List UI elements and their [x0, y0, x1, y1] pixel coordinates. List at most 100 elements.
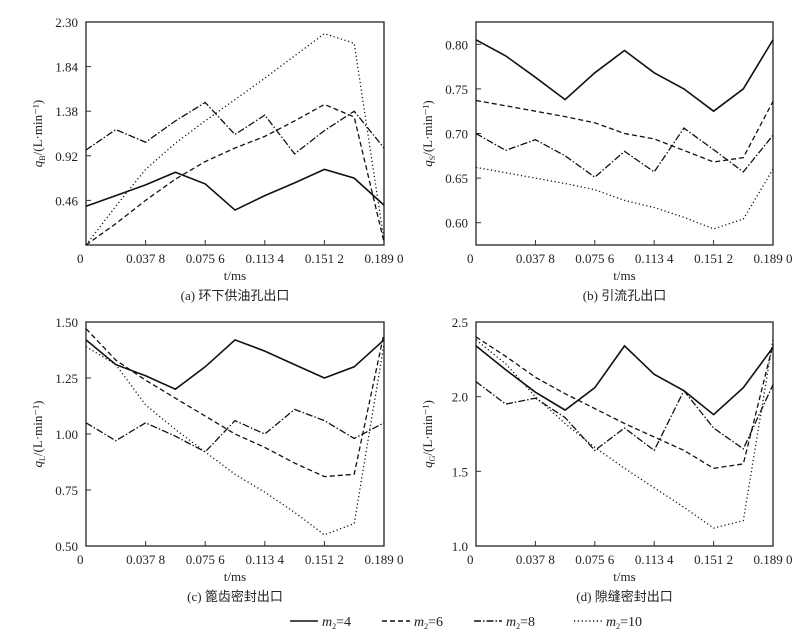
y-label-unit: /(L·min⁻¹) [30, 401, 45, 457]
subplot-caption: (d) 隙缝密封出口 [576, 589, 672, 604]
y-tick-label: 2.30 [55, 15, 78, 30]
x-tick-label: 0.151 2 [305, 552, 344, 567]
x-tick-label: 0.113 4 [246, 251, 285, 266]
x-tick-label: 0.037 8 [516, 251, 555, 266]
series-line-m2-4 [475, 39, 774, 113]
x-tick-label: 0 [467, 251, 474, 266]
y-axis-label: qL/(L·min⁻¹) [30, 401, 47, 468]
y-label-symbol: q [30, 460, 45, 467]
legend-symbol: m [322, 615, 332, 630]
y-tick-label: 1.5 [452, 464, 468, 479]
series-line-m2-8 [475, 127, 774, 179]
x-tick-label: 0 [77, 552, 84, 567]
y-axis-label: qS/(L·min⁻¹) [420, 100, 437, 166]
y-axis-label: qG/(L·min⁻¹) [420, 400, 437, 468]
y-tick-label: 0.92 [55, 149, 78, 164]
legend-value: =6 [428, 615, 443, 630]
x-tick-label: 0.189 0 [754, 552, 793, 567]
x-axis-label: t/ms [613, 569, 635, 584]
x-tick-label: 0.151 2 [694, 552, 733, 567]
series-line-m2-6 [475, 99, 774, 163]
series-line-m2-10 [85, 344, 385, 536]
series-line-m2-6 [475, 336, 774, 469]
x-tick-label: 0.075 6 [575, 251, 615, 266]
y-tick-label: 2.5 [452, 315, 468, 330]
y-tick-label: 2.0 [452, 390, 468, 405]
legend-symbol: m [506, 615, 516, 630]
legend: m2=4 m2=6 m2=8 m2=10 [290, 615, 642, 631]
subplot-b: 0 0.037 8 0.075 6 0.113 4 0.151 2 0.189 0 0.60… [420, 21, 793, 303]
x-tick-label: 0.189 0 [365, 552, 404, 567]
subplot-caption: (c) 篦齿密封出口 [187, 589, 283, 604]
x-axis-label: t/ms [224, 268, 246, 283]
subplot-caption: (b) 引流孔出口 [583, 288, 666, 303]
y-tick-label: 0.80 [445, 37, 468, 52]
x-tick-label: 0.037 8 [126, 251, 165, 266]
x-tick-label: 0 [467, 552, 474, 567]
x-tick-label: 0.037 8 [126, 552, 165, 567]
legend-subscript: 2 [616, 622, 620, 631]
y-label-subscript: L [38, 456, 47, 461]
y-label-subscript: S [428, 156, 437, 160]
y-label-symbol: q [420, 160, 435, 167]
y-tick-label: 0.70 [445, 127, 468, 142]
y-label-subscript: G [428, 455, 437, 461]
series-line-m2-6 [85, 328, 385, 478]
legend-subscript: 2 [424, 622, 428, 631]
legend-symbol: m [606, 615, 616, 630]
x-tick-label: 0.189 0 [754, 251, 793, 266]
x-axis-label: t/ms [224, 569, 246, 584]
y-label-unit: /(L·min⁻¹) [420, 100, 435, 156]
series-line-m2-10 [475, 339, 774, 529]
legend-label: m2=4 [322, 615, 351, 631]
x-tick-label: 0.151 2 [305, 251, 344, 266]
series-line-m2-4 [85, 168, 385, 212]
x-tick-label: 0.113 4 [635, 552, 674, 567]
y-label-subscript: B [38, 155, 47, 160]
y-label-symbol: q [420, 461, 435, 468]
series-line-m2-8 [475, 381, 774, 452]
y-tick-label: 1.38 [55, 104, 78, 119]
x-axis-label: t/ms [613, 268, 635, 283]
legend-symbol: m [414, 615, 424, 630]
legend-label: m2=8 [506, 615, 535, 631]
series-line-m2-4 [475, 344, 774, 416]
plot-frame [475, 321, 774, 547]
subplot-caption: (a) 环下供油孔出口 [181, 288, 290, 303]
legend-value: =10 [620, 615, 642, 630]
y-tick-label: 1.00 [55, 427, 78, 442]
x-tick-label: 0.037 8 [516, 552, 555, 567]
legend-value: =8 [520, 615, 535, 630]
y-tick-label: 1.25 [55, 371, 78, 386]
series-line-m2-10 [85, 32, 385, 246]
plot-frame [85, 321, 385, 547]
series-line-m2-4 [85, 338, 385, 391]
x-tick-label: 0.113 4 [635, 251, 674, 266]
series-line-m2-8 [85, 408, 385, 453]
x-tick-label: 0.113 4 [246, 552, 285, 567]
y-tick-label: 0.65 [445, 171, 468, 186]
legend-label: m2=6 [414, 615, 443, 631]
y-tick-label: 0.46 [55, 193, 78, 208]
series-line-m2-10 [475, 166, 774, 230]
y-tick-label: 1.50 [55, 315, 78, 330]
y-tick-label: 0.50 [55, 539, 78, 554]
x-tick-label: 0.075 6 [186, 552, 226, 567]
plot-frame [85, 21, 385, 246]
subplot-c: 0 0.037 8 0.075 6 0.113 4 0.151 2 0.189 0 0.50… [30, 315, 404, 604]
series-line-m2-6 [85, 103, 385, 246]
y-label-symbol: q [30, 160, 45, 167]
y-axis-label: qB/(L·min⁻¹) [30, 100, 47, 167]
legend-subscript: 2 [516, 622, 520, 631]
series-line-m2-8 [85, 101, 385, 155]
y-label-unit: /(L·min⁻¹) [30, 100, 45, 156]
y-tick-label: 0.75 [445, 82, 468, 97]
y-label-unit: /(L·min⁻¹) [420, 400, 435, 456]
legend-value: =4 [336, 615, 351, 630]
y-tick-label: 1.0 [452, 539, 468, 554]
subplot-a: 0 0.037 8 0.075 6 0.113 4 0.151 2 0.189 0 0.46… [30, 15, 404, 303]
legend-subscript: 2 [332, 622, 336, 631]
subplot-d: 0 0.037 8 0.075 6 0.113 4 0.151 2 0.189 0 1.0 1… [420, 315, 793, 604]
y-tick-label: 0.60 [445, 216, 468, 231]
